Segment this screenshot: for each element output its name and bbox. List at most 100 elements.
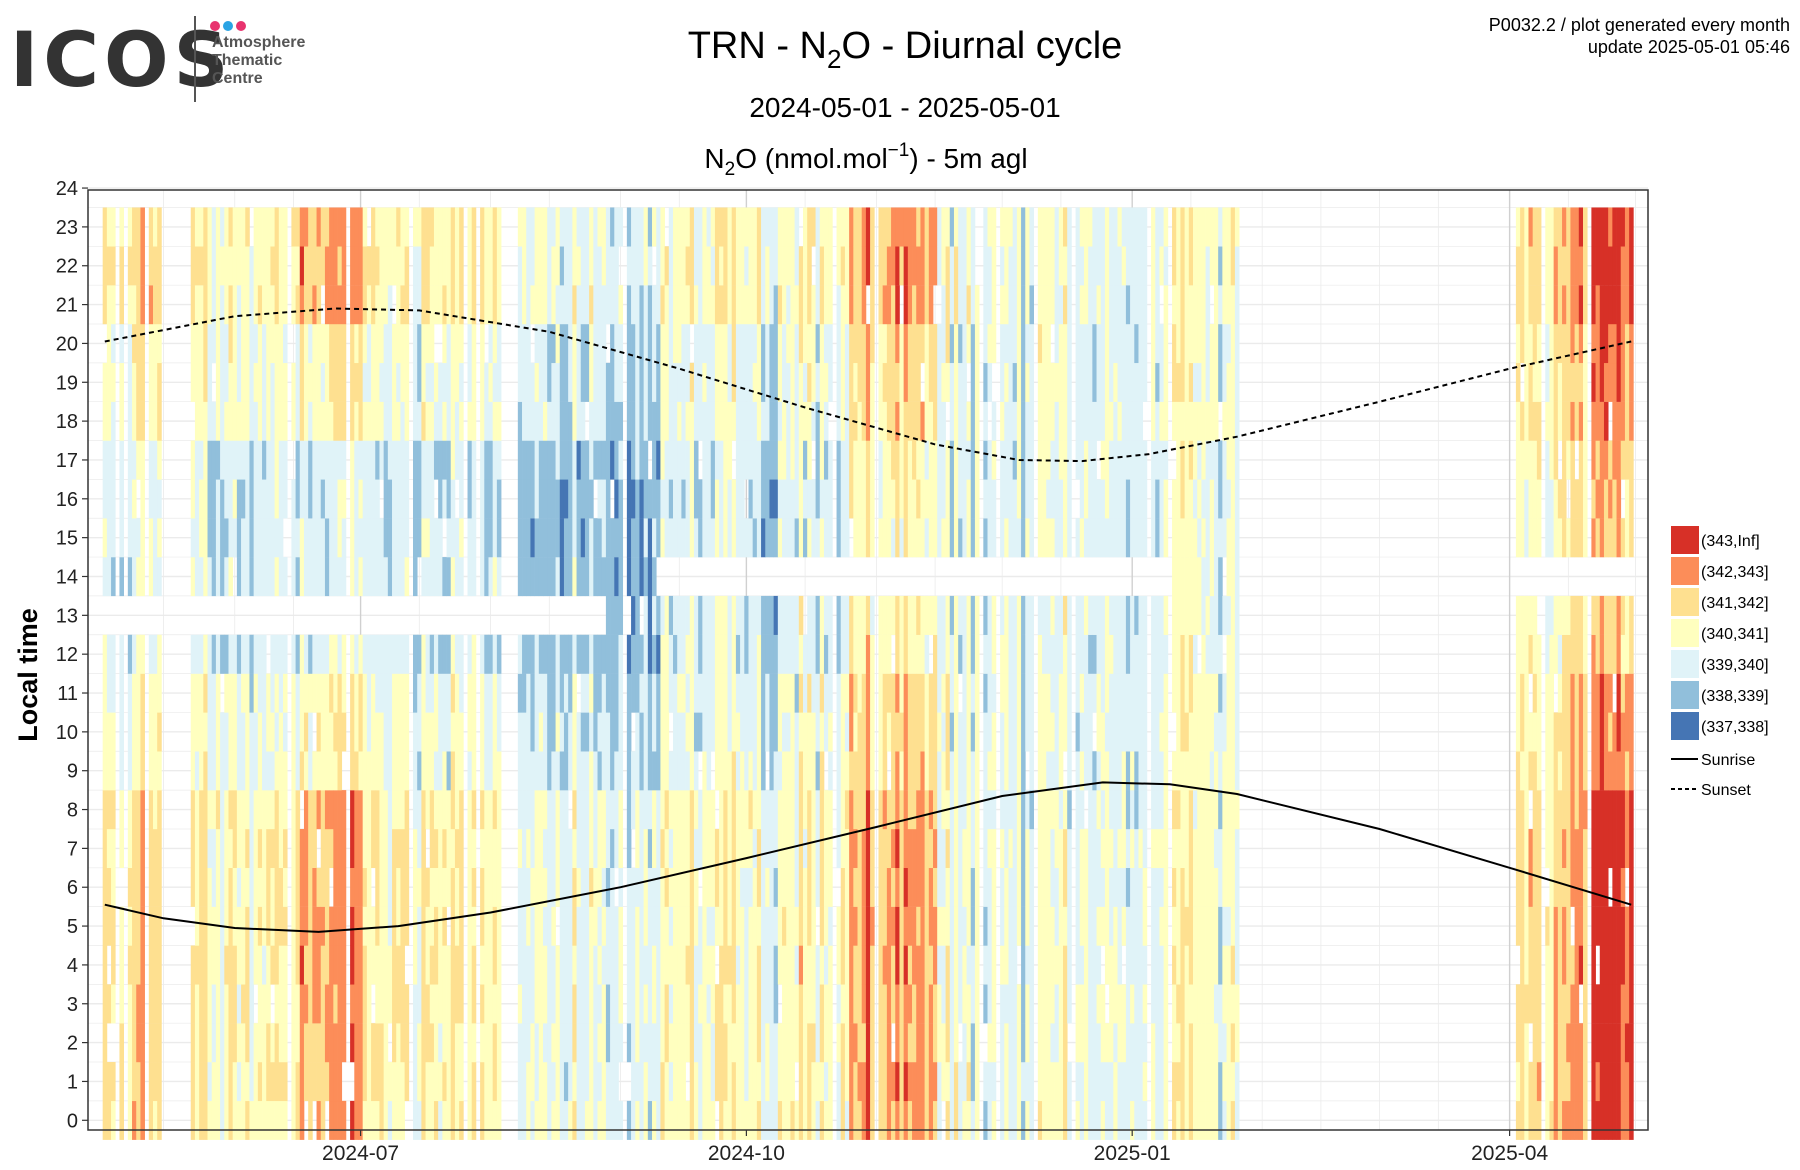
heatmap-cell	[601, 246, 607, 286]
heatmap-cell	[433, 634, 439, 674]
heatmap-cell	[693, 790, 699, 830]
heatmap-cell	[157, 207, 162, 247]
heatmap-cell	[303, 751, 309, 791]
heatmap-cell	[1012, 1023, 1018, 1063]
heatmap-cell	[102, 634, 108, 674]
heatmap-cell	[1104, 867, 1110, 907]
heatmap-cell	[1083, 207, 1089, 247]
heatmap-cell	[157, 828, 162, 869]
heatmap-cell	[1025, 790, 1030, 830]
heatmap-cell	[232, 867, 238, 907]
heatmap-cell	[362, 867, 368, 907]
heatmap-cell	[803, 401, 808, 441]
heatmap-cell	[823, 479, 829, 519]
heatmap-cell	[702, 634, 707, 674]
heatmap-cell	[756, 324, 762, 364]
heatmap-cell	[723, 207, 728, 247]
heatmap-cell	[337, 518, 343, 558]
heatmap-cell	[241, 479, 246, 519]
heatmap-cell	[660, 285, 665, 325]
heatmap-cell	[614, 984, 619, 1024]
heatmap-cell	[421, 246, 426, 286]
heatmap-cell	[333, 751, 338, 791]
heatmap-cell	[1008, 440, 1014, 480]
heatmap-cell	[937, 324, 942, 364]
heatmap-cell	[1008, 518, 1014, 558]
heatmap-cell	[1021, 712, 1026, 752]
heatmap-cell	[111, 324, 116, 364]
heatmap-cell	[849, 712, 854, 752]
heatmap-cell	[656, 207, 661, 247]
heatmap-cell	[1083, 906, 1089, 946]
heatmap-cell	[777, 1100, 783, 1140]
heatmap-cell	[714, 751, 720, 791]
heatmap-cell	[249, 828, 254, 869]
heatmap-cell	[761, 518, 766, 558]
heatmap-cell	[283, 440, 288, 480]
heatmap-cell	[450, 557, 456, 597]
heatmap-cell	[303, 207, 309, 247]
heatmap-cell	[748, 440, 754, 480]
heatmap-cell	[442, 246, 447, 286]
heatmap-cell	[1000, 362, 1005, 402]
heatmap-cell	[241, 362, 246, 402]
heatmap-cell	[735, 751, 741, 791]
heatmap-cell	[153, 1100, 158, 1140]
heatmap-cell	[740, 518, 745, 558]
heatmap-cell	[194, 479, 200, 519]
heatmap-cell	[647, 207, 653, 247]
heatmap-cell	[601, 285, 607, 325]
heatmap-cell	[840, 945, 846, 985]
heatmap-cell	[341, 790, 347, 830]
heatmap-cell	[555, 285, 561, 325]
heatmap-cell	[727, 1062, 733, 1102]
heatmap-cell	[907, 1062, 913, 1102]
heatmap-cell	[714, 518, 720, 558]
heatmap-cell	[727, 479, 733, 519]
heatmap-cell	[639, 207, 644, 247]
heatmap-cell	[639, 712, 644, 752]
heatmap-cell	[803, 984, 808, 1024]
chart-subtitle: 2024-05-01 - 2025-05-01	[749, 92, 1060, 123]
heatmap-cell	[534, 285, 540, 325]
heatmap-cell	[480, 712, 485, 752]
heatmap-cell	[102, 479, 108, 519]
heatmap-cell	[341, 479, 347, 519]
heatmap-cell	[262, 673, 267, 713]
heatmap-cell	[886, 518, 892, 558]
heatmap-cell	[199, 867, 204, 907]
heatmap-cell	[878, 362, 884, 402]
heatmap-cell	[882, 984, 888, 1024]
heatmap-cell	[668, 673, 674, 713]
heatmap-cell	[480, 867, 485, 907]
heatmap-cell	[153, 324, 158, 364]
heatmap-cell	[572, 712, 577, 752]
heatmap-cell	[773, 518, 779, 558]
heatmap-cell	[467, 984, 473, 1024]
heatmap-cell	[589, 1023, 594, 1063]
heatmap-cell	[1029, 790, 1034, 830]
heatmap-cell	[702, 401, 707, 441]
heatmap-cell	[698, 1062, 703, 1102]
heatmap-cell	[664, 246, 670, 286]
heatmap-cell	[593, 751, 598, 791]
heatmap-cell	[777, 440, 783, 480]
heatmap-cell	[1079, 906, 1085, 946]
heatmap-cell	[949, 479, 955, 519]
heatmap-cell	[664, 673, 670, 713]
heatmap-cell	[450, 285, 456, 325]
heatmap-cell	[358, 867, 364, 907]
heatmap-cell	[761, 634, 766, 674]
heatmap-cell	[1096, 246, 1102, 286]
heatmap-cell	[488, 207, 494, 247]
heatmap-cell	[719, 634, 724, 674]
heatmap-cell	[1063, 1100, 1068, 1140]
heatmap-cell	[677, 207, 682, 247]
heatmap-cell	[555, 557, 561, 597]
heatmap-cell	[1008, 285, 1014, 325]
heatmap-cell	[1109, 479, 1114, 519]
heatmap-cell	[773, 362, 779, 402]
heatmap-cell	[132, 790, 137, 830]
heatmap-cell	[689, 440, 695, 480]
heatmap-cell	[576, 285, 582, 325]
